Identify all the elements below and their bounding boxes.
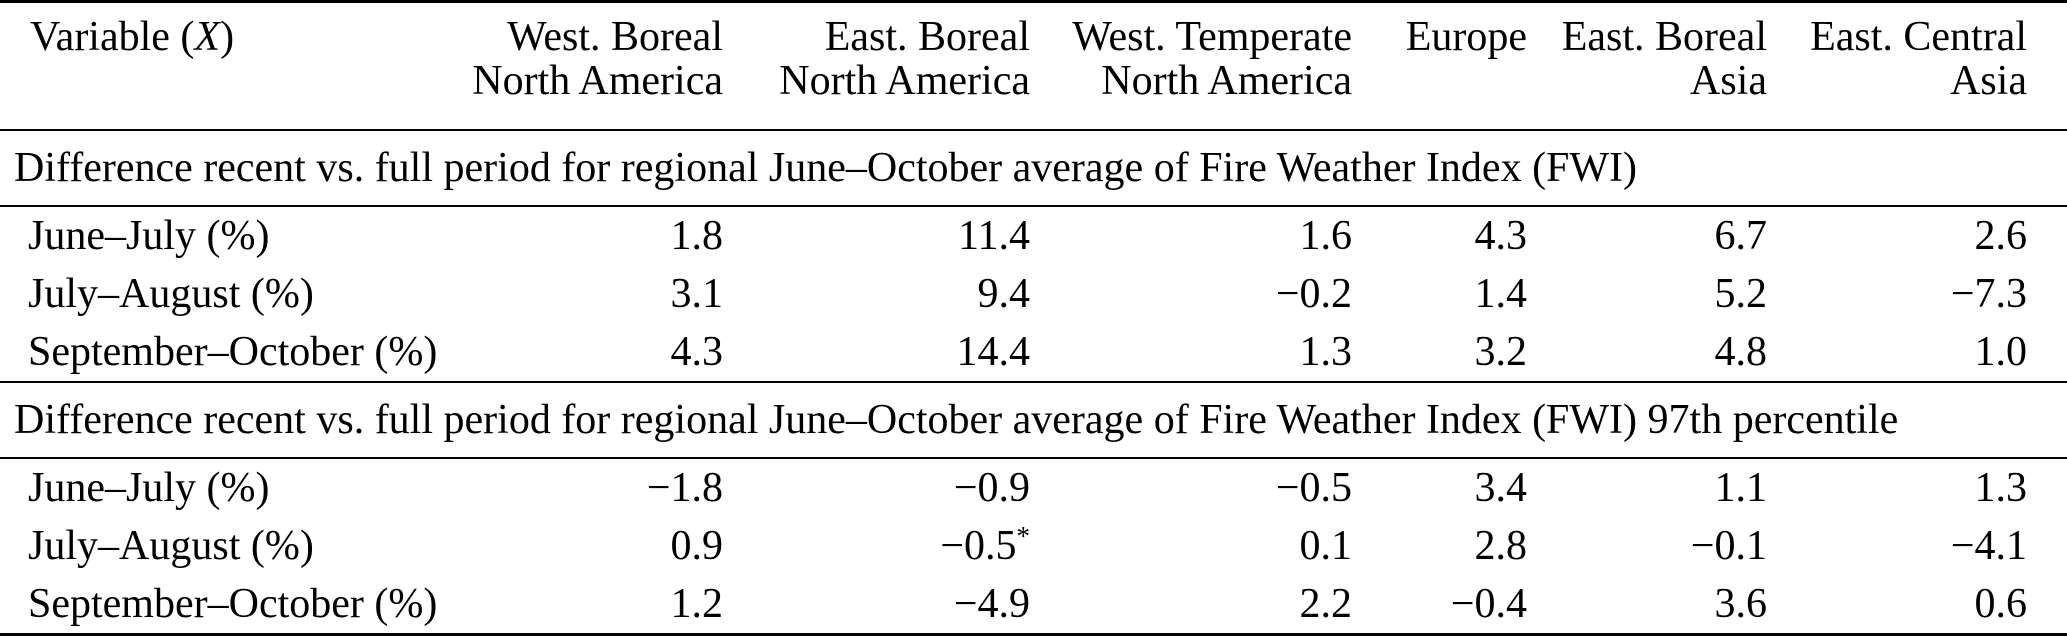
value-cell: −0.4 bbox=[1450, 581, 1527, 627]
value-cell: 0.9 bbox=[670, 523, 724, 569]
table-row-september-october: September–October (%) 1.2 −4.9 2.2 −0.4 3.6 0.… bbox=[0, 575, 2067, 635]
value-cell: 2.8 bbox=[1474, 523, 1528, 569]
column-header-line2: Asia bbox=[1690, 58, 1767, 104]
significance-asterisk: * bbox=[1016, 521, 1031, 551]
column-header-east-boreal-north-america: East. Boreal North America bbox=[723, 2, 1030, 131]
row-label: July–August (%) bbox=[28, 523, 314, 569]
row-label: June–July (%) bbox=[28, 213, 270, 259]
value-cell: 1.3 bbox=[1974, 465, 2028, 511]
value-cell: 1.6 bbox=[1299, 213, 1353, 259]
section-title-row-1: Difference recent vs. full period for re… bbox=[0, 130, 2067, 206]
value-cell: 14.4 bbox=[956, 329, 1031, 375]
value-cell: −0.9 bbox=[953, 465, 1030, 511]
table-row-june-july: June–July (%) 1.8 11.4 1.6 4.3 6.7 2.6 bbox=[0, 206, 2067, 265]
column-header-line1: West. Boreal bbox=[507, 14, 723, 60]
value-cell: 5.2 bbox=[1714, 271, 1768, 317]
value-cell: 1.8 bbox=[670, 213, 724, 259]
table-row-july-august: July–August (%) 0.9 −0.5* 0.1 2.8 −0.1 −4.1 bbox=[0, 517, 2067, 575]
column-header-europe: Europe bbox=[1352, 2, 1527, 131]
value-cell: 1.2 bbox=[670, 581, 724, 627]
value-cell: −4.1 bbox=[1950, 523, 2027, 569]
column-header-line1: East. Boreal bbox=[1561, 14, 1767, 60]
column-header-line2: North America bbox=[779, 58, 1030, 104]
table-row-july-august: July–August (%) 3.1 9.4 −0.2 1.4 5.2 −7.3 bbox=[0, 265, 2067, 323]
value-cell: 3.4 bbox=[1474, 465, 1528, 511]
value-cell: −4.9 bbox=[953, 581, 1030, 627]
column-header-west-boreal-north-america: West. Boreal North America bbox=[440, 2, 723, 131]
column-header-line1: East. Boreal bbox=[824, 14, 1030, 60]
value-cell: 11.4 bbox=[958, 213, 1030, 259]
section-title: Difference recent vs. full period for re… bbox=[14, 397, 1899, 443]
table-body: Difference recent vs. full period for re… bbox=[0, 130, 2067, 635]
value-cell: −0.5 bbox=[1275, 465, 1352, 511]
row-label: September–October (%) bbox=[28, 329, 438, 375]
value-cell: 3.6 bbox=[1714, 581, 1768, 627]
variable-symbol: X bbox=[194, 14, 221, 60]
value-cell: 4.3 bbox=[670, 329, 724, 375]
variable-column-header: Variable (X) bbox=[0, 2, 440, 131]
column-header-line2: North America bbox=[472, 58, 723, 104]
value-cell: 4.8 bbox=[1714, 329, 1768, 375]
value-cell: −0.5* bbox=[940, 521, 1031, 569]
column-header-east-boreal-asia: East. Boreal Asia bbox=[1527, 2, 1767, 131]
value-cell: 2.6 bbox=[1974, 213, 2028, 259]
value-cell: −0.2 bbox=[1275, 271, 1352, 317]
variable-label-prefix: Variable ( bbox=[30, 14, 195, 60]
value-cell: 0.1 bbox=[1299, 523, 1353, 569]
section-title-row-2: Difference recent vs. full period for re… bbox=[0, 382, 2067, 458]
value-cell: 3.1 bbox=[670, 271, 724, 317]
value-cell: 3.2 bbox=[1474, 329, 1528, 375]
value-cell: −1.8 bbox=[646, 465, 723, 511]
value-cell: 4.3 bbox=[1474, 213, 1528, 259]
table-row-september-october: September–October (%) 4.3 14.4 1.3 3.2 4.8 1.0 bbox=[0, 323, 2067, 382]
value-cell: 9.4 bbox=[977, 271, 1031, 317]
value-cell: −0.1 bbox=[1690, 523, 1767, 569]
value-cell: 6.7 bbox=[1714, 213, 1768, 259]
column-header-line1: East. Central bbox=[1810, 14, 2027, 60]
value-cell: 0.6 bbox=[1974, 581, 2028, 627]
section-title: Difference recent vs. full period for re… bbox=[14, 145, 1638, 191]
column-header-line2: North America bbox=[1101, 58, 1352, 104]
column-header-west-temperate-north-america: West. Temperate North America bbox=[1030, 2, 1352, 131]
column-header-east-central-asia: East. Central Asia bbox=[1767, 2, 2067, 131]
value-cell: 2.2 bbox=[1299, 581, 1353, 627]
column-header-line1: Europe bbox=[1405, 14, 1527, 60]
table-header-row: Variable (X) West. Boreal North America Ea… bbox=[0, 2, 2067, 131]
value-cell: −7.3 bbox=[1950, 271, 2027, 317]
value-cell: 1.3 bbox=[1299, 329, 1353, 375]
value-cell: 1.1 bbox=[1714, 465, 1768, 511]
row-label: September–October (%) bbox=[28, 581, 438, 627]
variable-label-suffix: ) bbox=[220, 14, 235, 60]
row-label: June–July (%) bbox=[28, 465, 270, 511]
row-label: July–August (%) bbox=[28, 271, 314, 317]
column-header-line2: Asia bbox=[1950, 58, 2027, 104]
table-row-june-july: June–July (%) −1.8 −0.9 −0.5 3.4 1.1 1.3 bbox=[0, 458, 2067, 517]
value-cell: 1.4 bbox=[1474, 271, 1528, 317]
value-cell: 1.0 bbox=[1974, 329, 2028, 375]
column-header-line1: West. Temperate bbox=[1072, 14, 1352, 60]
